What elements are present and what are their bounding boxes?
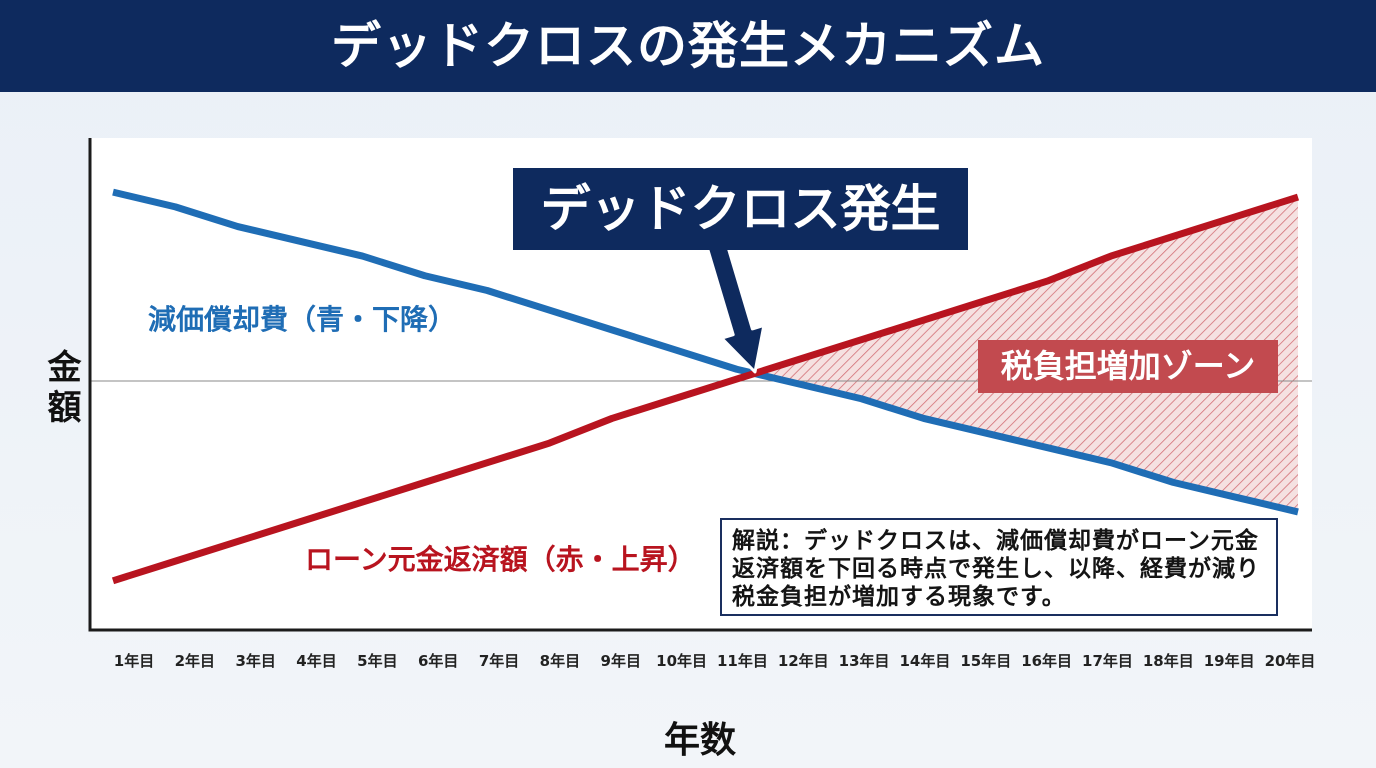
x-tick-label: 14年目: [900, 652, 951, 670]
crossover-callout: デッドクロス発生: [513, 168, 968, 250]
x-tick-label: 6年目: [418, 652, 458, 670]
x-tick-label: 20年目: [1265, 652, 1316, 670]
x-tick-label: 18年目: [1143, 652, 1194, 670]
explanation-line: 返済額を下回る時点で発生し、以降、経費が減り: [732, 556, 1260, 582]
x-tick-label: 3年目: [235, 652, 275, 670]
header-bar: [0, 0, 1376, 92]
depreciation-series-label: 減価償却費（青・下降）: [148, 303, 457, 336]
x-tick-label: 16年目: [1021, 652, 1072, 670]
depreciation-line: [112, 188, 1299, 516]
x-tick-label: 4年目: [296, 652, 336, 670]
y-axis-label: 金額: [41, 349, 81, 429]
loan-principal-series-label: ローン元金返済額（赤・上昇）: [305, 543, 696, 576]
x-tick-label: 12年目: [778, 652, 829, 670]
x-tick-label: 19年目: [1204, 652, 1255, 670]
explanation-line: 解説：デッドクロスは、減価償却費がローン元金: [732, 528, 1259, 554]
x-tick-label: 17年目: [1082, 652, 1133, 670]
x-tick-label: 2年目: [175, 652, 215, 670]
explanation-box: 解説：デッドクロスは、減価償却費がローン元金 返済額を下回る時点で発生し、以降、…: [720, 518, 1278, 616]
explanation-line: 税金負担が増加する現象です。: [732, 584, 1066, 610]
loan-principal-line: [111, 193, 1300, 585]
x-tick-label: 13年目: [839, 652, 890, 670]
x-tick-label: 7年目: [479, 652, 519, 670]
x-axis-label: 年数: [664, 720, 737, 761]
x-tick-label: 9年目: [601, 652, 641, 670]
x-tick-label: 10年目: [656, 652, 707, 670]
page-title: デッドクロスの発生メカニズム: [331, 17, 1045, 75]
x-tick-label: 1年目: [114, 652, 154, 670]
x-tick-label: 15年目: [960, 652, 1011, 670]
crossover-arrow: [704, 237, 766, 374]
tax-burden-zone-label: 税負担増加ゾーン: [978, 340, 1278, 393]
x-tick-label: 5年目: [357, 652, 397, 670]
x-tick-label: 8年目: [540, 652, 580, 670]
x-tick-label: 11年目: [717, 652, 768, 670]
